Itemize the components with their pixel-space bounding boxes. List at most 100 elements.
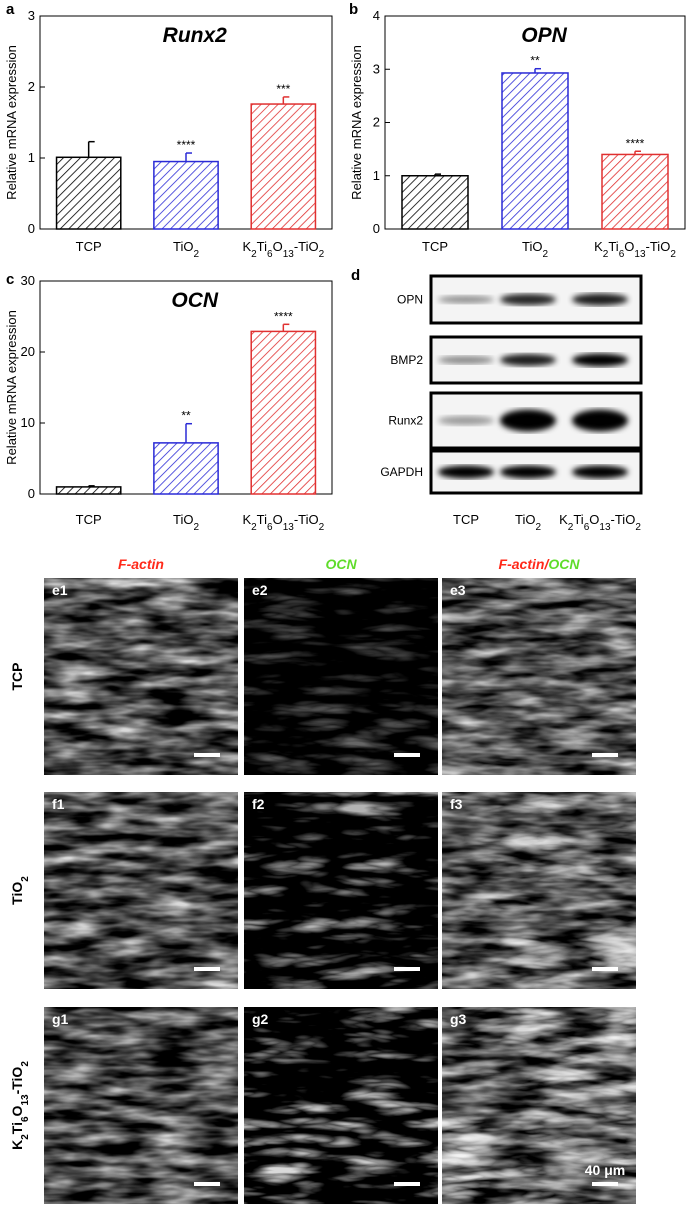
protein-band [438,355,494,365]
factin-signal [44,578,238,775]
blot-row: GAPDH [380,449,643,495]
category-label: TCP [422,239,448,254]
micrograph: f3 [442,792,636,989]
subscript: 2 [251,249,257,260]
scale-bar [592,967,618,971]
significance-label: **** [274,309,293,323]
bar [153,442,219,495]
micrograph-label: f1 [52,796,65,812]
micrograph: e2 [244,578,438,775]
category-label: TiO2 [522,239,548,260]
y-tick-label: 0 [373,221,380,236]
bar [250,103,317,230]
factin-signal [44,792,238,989]
bar [250,330,317,495]
micrograph: g2 [244,1007,438,1204]
micrograph: f1 [44,792,238,989]
y-tick-label: 3 [373,61,380,76]
subscript: 13 [634,249,646,260]
panel-label-b: b [349,1,358,18]
micrograph: e3 [442,578,636,775]
protein-band [572,409,628,432]
micrograph: f2 [244,792,438,989]
subscript: 2 [20,1061,31,1067]
scale-bar [592,753,618,757]
subscript: 6 [584,522,590,533]
bar [55,156,122,230]
microscopy-grid: F-actin OCN F-actin/OCN TCP e1 e2 e3 TiO2 f1 f2 f3… [9,556,636,1204]
subscript: 2 [20,876,31,882]
micrograph-label: e1 [52,582,68,598]
ocn-signal [442,1007,636,1204]
chart-opn: 0 1 2 3 4 Relative mRNA expression OPN TCP ** TiO… [349,8,686,260]
row-label: K2Ti6O13-TiO2 [9,1061,31,1150]
protein-band [500,465,556,479]
category-label: TiO2 [515,512,541,533]
factin-signal [44,1007,238,1204]
blot-row: OPN [397,274,643,325]
y-tick-label: 0 [28,486,35,501]
subscript: 13 [283,522,295,533]
y-tick-label: 10 [21,415,35,430]
significance-label: ** [181,409,191,423]
category-label: TiO2 [173,512,199,533]
protein-band [572,353,628,367]
subscript: 2 [319,522,325,533]
subscript: 6 [267,249,273,260]
subscript: 2 [319,249,325,260]
protein-band [438,415,494,426]
bar [401,175,469,230]
chart-title: OPN [521,24,567,47]
significance-label: *** [276,82,290,96]
scale-bar [194,1182,220,1186]
protein-band [438,465,494,479]
category-label: K2Ti6O13-TiO2 [594,239,676,260]
category-label: K2Ti6O13-TiO2 [559,512,641,533]
subscript: 2 [542,249,548,260]
micrograph-label: f2 [252,796,265,812]
micrograph-label: e2 [252,582,268,598]
subscript: 2 [20,1134,31,1140]
column-title-ocn: OCN [325,556,357,572]
micrograph: g3 40 μm [442,1007,636,1204]
category-label: TiO2 [173,239,199,260]
subscript: 2 [251,522,257,533]
scale-bar [394,967,420,971]
micrograph-label: g2 [252,1011,269,1027]
scale-bar [592,1182,618,1186]
subscript: 6 [20,1116,31,1122]
category-label: TCP [453,512,479,527]
bar [501,72,569,230]
protein-label: BMP2 [390,353,423,367]
category-label: TCP [76,512,102,527]
y-tick-label: 20 [21,344,35,359]
panel-label-c: c [6,271,14,288]
bar [55,486,122,495]
subscript: 13 [20,1094,31,1106]
protein-band [572,293,628,306]
column-title-factin: F-actin [118,556,164,572]
significance-label: **** [177,138,196,152]
subscript: 2 [670,249,676,260]
micrograph-label: g3 [450,1011,467,1027]
protein-label: Runx2 [388,414,423,428]
category-label: K2Ti6O13-TiO2 [242,239,324,260]
subscript: 2 [193,522,199,533]
column-title-merge: F-actin/OCN [499,556,581,572]
chart-title: Runx2 [163,24,228,47]
scale-bar [394,753,420,757]
scale-bar [194,967,220,971]
y-tick-label: 30 [21,273,35,288]
significance-label: **** [626,136,645,150]
y-tick-label: 4 [373,8,380,23]
protein-band [500,354,556,366]
ocn-signal [244,792,438,989]
category-label: TCP [76,239,102,254]
y-tick-label: 1 [373,168,380,183]
subscript: 13 [283,249,295,260]
subscript: 2 [635,522,641,533]
micrograph: g1 [44,1007,238,1204]
protein-label: GAPDH [380,465,423,479]
